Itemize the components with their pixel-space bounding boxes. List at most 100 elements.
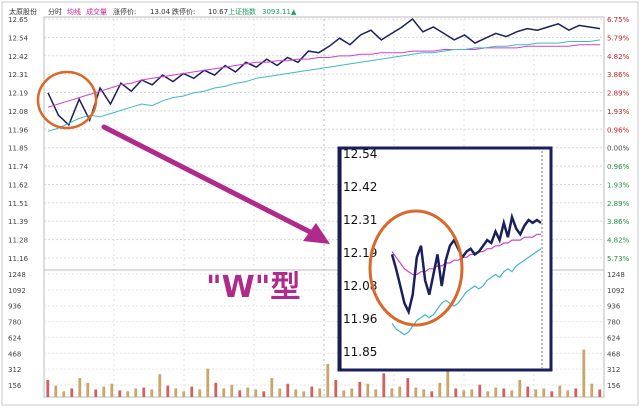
volume-bar [214,382,218,397]
volume-bar [182,391,186,397]
volume-bar [54,385,58,397]
volume-bar [486,391,490,397]
pct-tick: 1.93% [607,108,630,116]
volume-bar [438,382,442,397]
pct-tick: 1.93% [607,181,630,189]
price-tick: 11.74 [8,163,29,171]
volume-bar [326,363,330,397]
volume-bar [366,383,370,397]
price-tick: 11.85 [8,145,28,153]
inset-tick: 11.96 [343,312,377,326]
limit-up-label: 涨停价: [113,7,136,16]
index-value: 3093.11▲ [262,8,297,16]
volume-bar [254,389,258,397]
volume-bar [246,387,250,397]
price-tick: 11.28 [8,237,28,245]
volume-bar [230,384,234,397]
volume-bar [238,390,242,397]
volume-bar [118,390,122,397]
volume-bar [374,389,378,397]
mode-label: 分时 [48,7,62,16]
inset-series-line [391,248,542,336]
volume-bar [598,389,602,397]
series-line [47,17,601,127]
volume-tick: 468 [607,350,620,358]
volume-bar [406,378,410,397]
volume-bars [46,349,602,397]
inset-panel: 12.54 12.42 12.31 12.19 12.08 11.96 11.85 [337,146,553,372]
volume-tick: 1092 [607,287,625,295]
volume-bar [350,388,354,397]
volume-bar [494,387,498,397]
price-tick: 12.42 [8,53,28,61]
volume-bar [46,379,50,397]
volume-bar [94,389,98,397]
price-tick: 11.96 [8,126,29,134]
price-tick: 12.19 [8,90,28,98]
volume-bar [166,385,170,397]
volume-bar [558,385,562,397]
volume-bar [86,382,90,397]
volume-bar [174,388,178,397]
inset-series-line [390,212,542,316]
inset-tick: 12.19 [343,246,377,260]
volume-axis-right: 1248 1092 936 780 624 468 312 156 [607,271,625,390]
volume-bar [470,389,474,397]
pct-tick: 0.00% [607,145,630,153]
price-tick: 11.16 [8,255,29,263]
price-axis-left: 12.65 12.54 12.42 12.31 12.19 12.08 11.96 11.85… [8,16,29,263]
callout-arrow [101,124,330,244]
volume-bar [270,378,274,397]
pct-tick: 0.96% [607,126,630,134]
volume-bar [390,388,394,397]
volume-tick: 780 [607,319,620,327]
inset-tick: 12.08 [343,279,377,293]
volume-bar [422,389,426,397]
volume-bar [310,386,314,397]
pct-tick: 5.79% [607,34,630,42]
pct-tick: 2.89% [607,90,630,98]
series-line [47,44,600,108]
pct-tick: 4.82% [607,237,630,245]
volume-bar [302,391,306,397]
volume-bar [454,388,458,397]
volume-bar [550,391,554,397]
volume-bar [294,389,298,397]
volume-axis-left: 1248 1092 936 780 624 468 312 156 [8,271,26,390]
price-tick: 12.54 [8,34,29,42]
limit-up-value: 13.04 [150,8,171,16]
volume-tick: 312 [8,366,21,374]
volume-bar [286,383,290,397]
pct-tick: 3.86% [607,218,630,226]
volume-bar [534,389,538,397]
volume-tick: 624 [607,334,621,342]
pct-tick: 0.96% [607,163,630,171]
volume-bar [526,386,530,397]
price-tick: 12.08 [8,108,28,116]
volume-bar [518,379,522,397]
volume-bar [510,390,514,397]
volume-bar [102,386,106,397]
inset-series-line [391,233,541,276]
volume-bar [502,388,506,397]
volume-bar [566,390,570,397]
volume-bar [142,387,146,397]
inset-tick: 12.42 [343,180,377,194]
volume-bar [206,368,210,397]
inset-lines [390,212,542,336]
volume-bar [150,389,154,397]
volume-bar [190,386,194,397]
volume-tick: 1248 [607,271,625,279]
volume-bar [134,388,138,397]
volume-bar [334,379,338,397]
volume-bar [78,378,82,397]
volume-bar [478,384,482,397]
price-tick: 11.39 [8,218,28,226]
volume-bar [398,386,402,397]
volume-tick: 624 [8,334,22,342]
volume-bar [582,349,586,397]
volume-bar [62,391,66,397]
pct-tick: 4.82% [607,53,630,61]
pattern-label: "W"型 [206,270,300,305]
